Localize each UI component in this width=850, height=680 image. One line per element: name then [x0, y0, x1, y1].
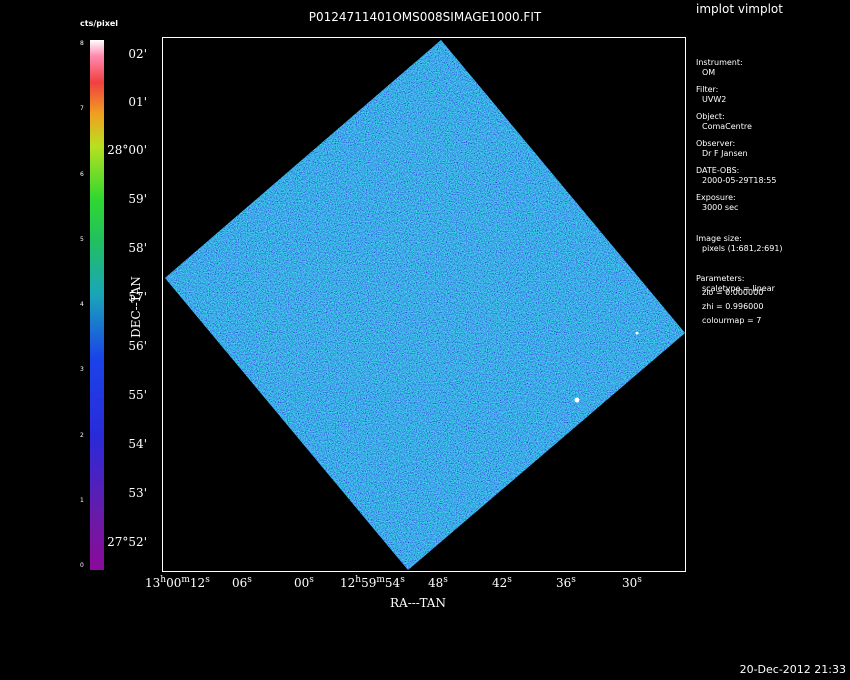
info-key: Exposure: — [696, 193, 736, 202]
timestamp: 20-Dec-2012 21:33 — [739, 663, 846, 676]
info-value: zhi = 0.996000 — [702, 302, 764, 311]
colorbar-tick: 8 — [80, 40, 84, 47]
colorbar-tick: 1 — [80, 496, 84, 504]
x-tick-label: 13h00m12s — [145, 575, 210, 591]
bright-source — [574, 397, 580, 403]
info-value: 2000-05-29T18:55 — [702, 176, 777, 185]
y-tick-label: 28°00' — [107, 143, 147, 157]
y-tick-label: 57' — [128, 290, 147, 304]
info-key: Observer: — [696, 139, 736, 148]
y-tick-label: 02' — [128, 47, 147, 61]
info-value: colourmap = 7 — [702, 316, 762, 325]
colorbar-label: cts/pixel — [80, 19, 119, 28]
y-tick-label: 54' — [128, 437, 147, 451]
info-entry: DATE-OBS: 2000-05-29T18:55 — [696, 166, 776, 186]
plot-title: P0124711401OMS008SIMAGE1000.FIT — [308, 10, 542, 24]
info-value: scaletype = linear — [702, 284, 775, 293]
colorbar-tick: 7 — [80, 105, 84, 113]
colorbar-tick: 4 — [80, 301, 84, 308]
x-tick-label: 12h59m54s — [340, 575, 405, 591]
info-key: Parameters: — [696, 274, 745, 283]
app-title: implot vimplot — [696, 2, 783, 16]
info-value: Dr F Jansen — [702, 149, 748, 158]
colorbar-tick: 6 — [80, 170, 84, 178]
info-entry: Exposure: 3000 sec — [696, 193, 738, 213]
plot-frame — [162, 37, 686, 572]
info-entry: Parameters: scaletype = linear — [696, 274, 775, 294]
info-entry: Image size: pixels (1:681,2:691) — [696, 234, 783, 254]
info-key: Filter: — [696, 85, 719, 94]
info-value: zlo = 0.000000 — [702, 288, 764, 297]
x-tick-label: 30s — [622, 575, 642, 591]
info-key: Instrument: — [696, 58, 743, 67]
info-key: Object: — [696, 112, 725, 121]
y-tick-label: 56' — [128, 339, 147, 353]
y-tick-label: 53' — [128, 486, 147, 500]
bright-source-2 — [635, 331, 639, 335]
colorbar-tick: 2 — [80, 431, 84, 439]
info-value: 3000 sec — [702, 203, 739, 212]
info-value: ComaCentre — [702, 122, 752, 131]
x-tick-label: 48s — [428, 575, 448, 591]
y-tick-label: 01' — [128, 95, 147, 109]
colorbar-tick: 5 — [80, 235, 84, 243]
colorbar — [90, 40, 104, 570]
colorbar-tick: 0 — [80, 562, 84, 569]
info-entry: zlo = 0.000000 — [696, 288, 763, 298]
info-value: OM — [702, 68, 716, 77]
info-entry: zhi = 0.996000 — [696, 302, 763, 312]
x-tick-label: 36s — [556, 575, 576, 591]
info-key: DATE-OBS: — [696, 166, 740, 175]
x-tick-label: 42s — [492, 575, 512, 591]
info-entry: Observer: Dr F Jansen — [696, 139, 748, 159]
info-value: UVW2 — [702, 95, 727, 104]
info-value: pixels (1:681,2:691) — [702, 244, 783, 253]
x-tick-label: 06s — [232, 575, 252, 591]
sky-image — [165, 40, 685, 570]
y-tick-label: 59' — [128, 192, 147, 206]
info-entry: Object: ComaCentre — [696, 112, 752, 132]
image-canvas — [165, 40, 685, 570]
y-axis-title: DEC--TAN — [129, 276, 143, 338]
y-tick-label: 55' — [128, 388, 147, 402]
x-axis-title: RA---TAN — [390, 596, 446, 610]
y-tick-label: 58' — [128, 241, 147, 255]
info-key: Image size: — [696, 234, 742, 243]
x-tick-label: 00s — [294, 575, 314, 591]
info-entry: Filter: UVW2 — [696, 85, 726, 105]
info-entry: colourmap = 7 — [696, 316, 761, 326]
y-tick-label: 27°52' — [107, 535, 147, 549]
info-entry: Instrument: OM — [696, 58, 743, 78]
colorbar-tick: 3 — [80, 366, 84, 374]
